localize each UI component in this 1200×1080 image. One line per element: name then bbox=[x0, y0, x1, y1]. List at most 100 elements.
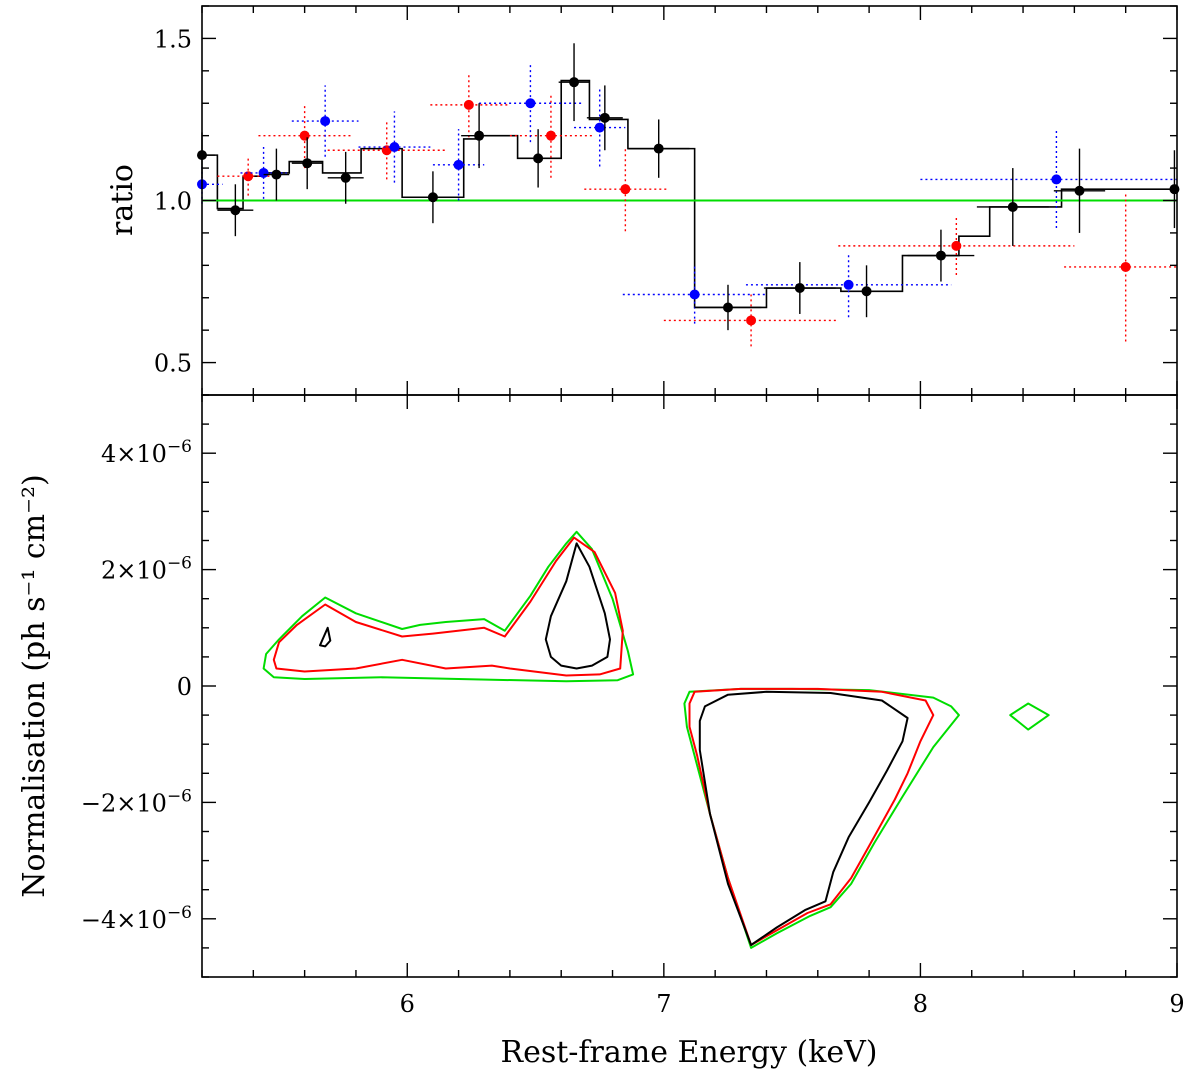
marker bbox=[258, 167, 269, 178]
series-red bbox=[217, 72, 1177, 347]
bottom-panel-frame bbox=[201, 394, 1178, 978]
marker bbox=[243, 171, 254, 182]
marker bbox=[1051, 174, 1062, 185]
step-model-line bbox=[202, 79, 1177, 309]
x-tick-label: 8 bbox=[913, 990, 928, 1018]
top-ticks: 0.5 1.0 1.5 bbox=[154, 5, 1178, 396]
data-point-black-16 bbox=[1053, 148, 1106, 233]
data-point-blue-0 bbox=[197, 164, 223, 204]
marker bbox=[340, 172, 351, 183]
data-point-black-1 bbox=[217, 184, 254, 237]
marker bbox=[389, 142, 400, 153]
series-blue bbox=[197, 64, 1177, 324]
bottom-panel: 6 7 8 9 −4×10−6 −2×10−6 0 2×10−6 4×10−6 Rest-fra… bbox=[17, 394, 1185, 1070]
data-point-red-6 bbox=[663, 294, 839, 347]
marker bbox=[843, 279, 854, 290]
data-point-blue-9 bbox=[920, 130, 1177, 229]
contour-outer-1 bbox=[683, 687, 960, 949]
marker bbox=[599, 112, 610, 123]
marker bbox=[525, 98, 536, 109]
top-y-axis-title: ratio bbox=[105, 164, 140, 236]
data-point-red-8 bbox=[1064, 192, 1177, 342]
contour-outer-2 bbox=[1009, 702, 1050, 731]
marker bbox=[1169, 184, 1180, 195]
marker bbox=[861, 286, 872, 297]
marker bbox=[794, 283, 805, 294]
data-point-black-10 bbox=[627, 119, 690, 178]
marker bbox=[689, 289, 700, 300]
data-point-black-3 bbox=[291, 137, 323, 190]
x-tick-label: 6 bbox=[400, 990, 415, 1018]
data-point-black-17 bbox=[1123, 150, 1180, 229]
marker bbox=[1074, 185, 1085, 196]
y-tick-label: 4×10−6 bbox=[101, 437, 192, 468]
data-point-black-12 bbox=[763, 262, 836, 314]
contour-group bbox=[262, 530, 1050, 949]
data-point-red-2 bbox=[327, 121, 446, 180]
marker bbox=[653, 143, 664, 154]
data-point-blue-1 bbox=[240, 147, 287, 199]
marker bbox=[230, 205, 241, 216]
marker bbox=[381, 145, 392, 156]
data-point-red-7 bbox=[838, 216, 1075, 276]
y-tick-label: 0.5 bbox=[154, 350, 192, 378]
marker bbox=[569, 77, 580, 88]
marker bbox=[533, 153, 544, 164]
data-point-red-5 bbox=[584, 147, 667, 232]
data-point-blue-2 bbox=[291, 85, 359, 157]
marker bbox=[463, 99, 474, 110]
marker bbox=[594, 122, 605, 133]
data-point-blue-4 bbox=[432, 129, 485, 201]
marker bbox=[935, 250, 946, 261]
marker bbox=[620, 184, 631, 195]
top-step-model bbox=[202, 79, 1177, 309]
data-point-black-14 bbox=[907, 229, 975, 282]
series-black bbox=[197, 43, 1180, 331]
data-point-black-13 bbox=[851, 265, 882, 318]
data-point-red-4 bbox=[509, 93, 592, 178]
data-point-black-5 bbox=[402, 171, 464, 224]
y-tick-label: 0 bbox=[177, 673, 192, 701]
data-point-black-4 bbox=[327, 151, 364, 204]
top-panel: 0.5 1.0 1.5 ratio bbox=[105, 5, 1180, 396]
y-tick-label: 2×10−6 bbox=[101, 554, 192, 585]
marker bbox=[545, 130, 556, 141]
marker bbox=[746, 315, 757, 326]
marker bbox=[271, 169, 282, 180]
y-tick-label: 1.5 bbox=[154, 25, 192, 53]
data-point-black-9 bbox=[586, 85, 623, 151]
data-point-blue-3 bbox=[358, 111, 431, 183]
data-point-black-15 bbox=[976, 168, 1049, 246]
contour-middle-3 bbox=[272, 536, 624, 677]
y-tick-label: −2×10−6 bbox=[81, 786, 192, 817]
bottom-ticks: 6 7 8 9 −4×10−6 −2×10−6 0 2×10−6 4×10−6 bbox=[81, 394, 1185, 1018]
data-point-black-2 bbox=[263, 148, 290, 201]
data-point-black-11 bbox=[694, 284, 762, 331]
marker bbox=[722, 302, 733, 313]
marker bbox=[951, 240, 962, 251]
data-point-red-3 bbox=[430, 72, 508, 138]
marker bbox=[1120, 261, 1131, 272]
data-point-blue-5 bbox=[479, 64, 582, 143]
contour-outer-0 bbox=[262, 530, 635, 683]
marker bbox=[427, 192, 438, 203]
data-point-black-8 bbox=[558, 43, 590, 122]
data-point-black-6 bbox=[461, 103, 498, 169]
marker bbox=[320, 116, 331, 127]
y-tick-label: 1.0 bbox=[154, 188, 192, 216]
top-data-points bbox=[197, 43, 1180, 347]
bottom-y-axis-title: Normalisation (ph s⁻¹ cm⁻²) bbox=[17, 474, 52, 897]
x-tick-label: 9 bbox=[1169, 990, 1184, 1018]
x-axis-title: Rest-frame Energy (keV) bbox=[500, 1035, 877, 1070]
data-point-red-1 bbox=[258, 103, 351, 169]
contour-inner-5 bbox=[319, 626, 332, 648]
marker bbox=[453, 159, 464, 170]
data-point-blue-7 bbox=[622, 265, 767, 324]
contour-inner-7 bbox=[698, 690, 909, 946]
data-point-black-0 bbox=[197, 132, 215, 178]
data-point-red-0 bbox=[217, 156, 279, 196]
contour-inner-6 bbox=[544, 542, 611, 670]
x-tick-label: 7 bbox=[656, 990, 671, 1018]
y-tick-label: −4×10−6 bbox=[81, 903, 192, 934]
